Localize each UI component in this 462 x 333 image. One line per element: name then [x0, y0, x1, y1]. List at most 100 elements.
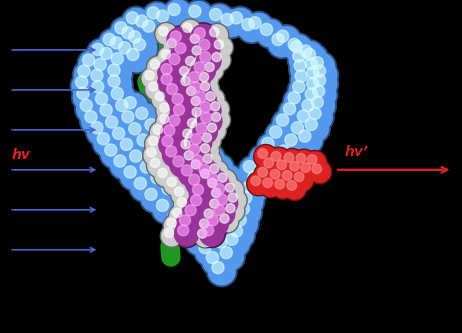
Circle shape — [245, 13, 272, 40]
Circle shape — [193, 120, 217, 144]
Circle shape — [180, 200, 208, 228]
Circle shape — [189, 23, 217, 51]
Circle shape — [238, 155, 268, 186]
Circle shape — [153, 7, 180, 33]
Circle shape — [201, 169, 210, 178]
Circle shape — [163, 204, 193, 235]
Circle shape — [189, 5, 201, 17]
Circle shape — [287, 45, 318, 75]
Circle shape — [308, 93, 334, 119]
Circle shape — [203, 89, 224, 110]
Circle shape — [211, 201, 235, 226]
Circle shape — [254, 145, 278, 168]
Circle shape — [134, 38, 146, 51]
Circle shape — [125, 119, 152, 146]
Circle shape — [184, 84, 204, 104]
Circle shape — [178, 74, 199, 94]
Circle shape — [115, 38, 142, 65]
Circle shape — [178, 162, 202, 186]
Circle shape — [210, 27, 219, 37]
Circle shape — [226, 177, 253, 204]
Circle shape — [80, 99, 92, 112]
Circle shape — [110, 37, 122, 49]
Circle shape — [147, 148, 156, 157]
Circle shape — [182, 148, 202, 168]
Circle shape — [231, 225, 243, 237]
Circle shape — [124, 145, 155, 175]
Circle shape — [255, 18, 286, 49]
Circle shape — [155, 22, 178, 46]
Circle shape — [210, 159, 222, 171]
Circle shape — [155, 166, 176, 186]
Circle shape — [158, 47, 179, 68]
Circle shape — [132, 12, 159, 38]
Circle shape — [295, 70, 307, 82]
Circle shape — [243, 165, 273, 196]
Circle shape — [192, 184, 203, 195]
Circle shape — [201, 165, 231, 196]
Circle shape — [160, 224, 183, 247]
Circle shape — [119, 161, 149, 191]
Circle shape — [206, 160, 229, 183]
Circle shape — [104, 72, 131, 98]
Circle shape — [146, 145, 158, 157]
Circle shape — [175, 43, 186, 54]
Circle shape — [141, 115, 168, 142]
Circle shape — [205, 62, 214, 72]
Circle shape — [151, 112, 182, 143]
Circle shape — [182, 200, 208, 227]
Circle shape — [154, 153, 181, 179]
Circle shape — [267, 147, 291, 171]
Circle shape — [99, 139, 130, 169]
Circle shape — [194, 28, 205, 39]
Circle shape — [183, 114, 207, 138]
Circle shape — [272, 140, 303, 170]
Circle shape — [298, 96, 325, 123]
Circle shape — [227, 192, 239, 205]
Circle shape — [281, 150, 303, 171]
Circle shape — [203, 167, 230, 194]
Circle shape — [186, 190, 213, 218]
Circle shape — [180, 198, 210, 229]
Circle shape — [217, 243, 243, 270]
Circle shape — [294, 172, 304, 181]
Circle shape — [230, 180, 242, 193]
Circle shape — [300, 45, 327, 72]
Circle shape — [197, 160, 209, 172]
Circle shape — [164, 215, 185, 236]
Circle shape — [164, 80, 188, 105]
Circle shape — [169, 54, 180, 65]
Circle shape — [206, 92, 215, 101]
Circle shape — [108, 49, 134, 76]
Circle shape — [220, 202, 247, 229]
Circle shape — [216, 194, 227, 205]
Circle shape — [227, 8, 254, 35]
Circle shape — [300, 83, 330, 113]
Circle shape — [172, 184, 192, 205]
Circle shape — [169, 146, 199, 177]
Circle shape — [141, 140, 171, 170]
Circle shape — [159, 26, 168, 36]
Circle shape — [162, 225, 182, 246]
Circle shape — [190, 231, 202, 243]
Circle shape — [109, 124, 136, 151]
Circle shape — [85, 64, 116, 95]
Circle shape — [187, 78, 211, 103]
Circle shape — [109, 150, 139, 180]
Circle shape — [236, 188, 263, 215]
Circle shape — [248, 144, 279, 174]
Circle shape — [125, 27, 152, 54]
Circle shape — [169, 99, 196, 127]
Circle shape — [137, 134, 149, 146]
Circle shape — [170, 183, 194, 206]
Circle shape — [113, 36, 144, 67]
Circle shape — [301, 72, 332, 103]
Circle shape — [208, 258, 235, 285]
Circle shape — [186, 184, 213, 211]
Circle shape — [163, 214, 186, 237]
Circle shape — [189, 82, 201, 93]
Circle shape — [92, 43, 104, 56]
Circle shape — [293, 81, 305, 93]
Circle shape — [166, 84, 177, 95]
Circle shape — [145, 119, 157, 131]
